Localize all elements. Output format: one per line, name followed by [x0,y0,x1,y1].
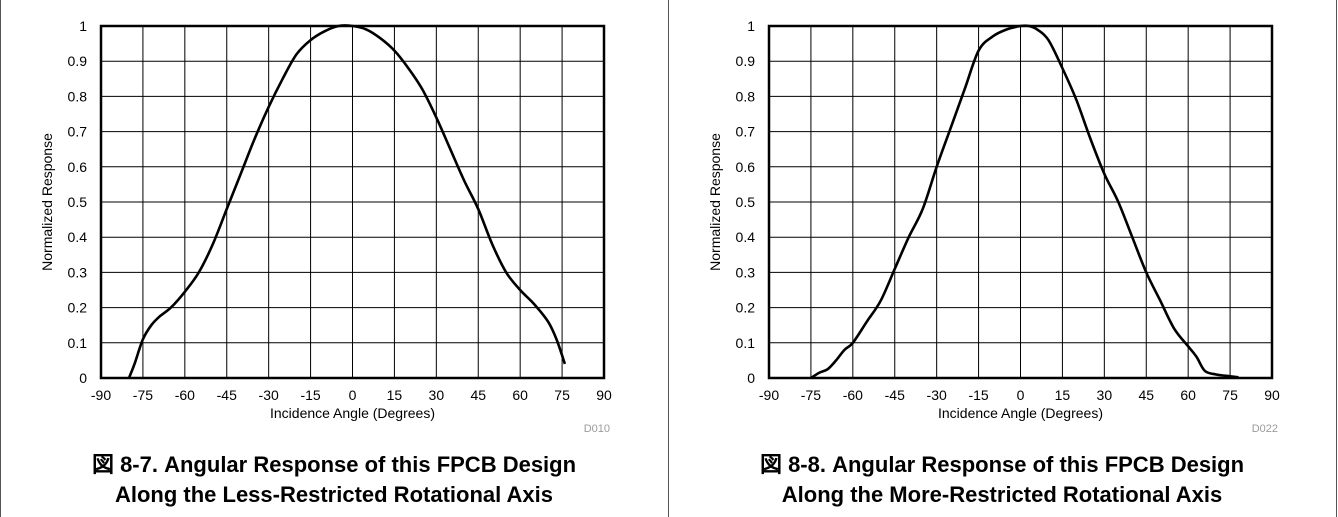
figure-code: D022 [1252,423,1278,435]
figure-panel-left: -90 -75 -60 -45 -30 -15 0 15 30 45 60 75 90 0 0.1 0.2 0.… [4,0,664,517]
figure-caption-left: 図 8-7. Angular Response of this FPCB Des… [4,450,664,510]
response-curve [810,24,1239,380]
x-tick-label: -60 [843,387,863,403]
x-tick-label: -30 [927,387,947,403]
x-tick-label: 30 [429,387,445,403]
x-tick-label: -90 [759,387,779,403]
y-tick-label: 0 [747,370,755,386]
x-tick-label: -75 [801,387,821,403]
x-tick-label: 75 [554,387,570,403]
y-tick-label: 0.3 [68,264,88,280]
caption-line-1: 図 8-8. Angular Response of this FPCB Des… [672,450,1332,480]
x-tick-label: -15 [300,387,320,403]
y-tick-label: 0.6 [68,159,88,175]
y-tick-label: 0.8 [68,88,88,104]
x-tick-label: -30 [259,387,279,403]
y-tick-label: 0.5 [68,194,88,210]
figure-caption-right: 図 8-8. Angular Response of this FPCB Des… [672,450,1332,510]
caption-line-2: Along the More-Restricted Rotational Axi… [781,482,1223,507]
y-tick-label: 0.1 [68,335,88,351]
y-tick-label: 0.1 [736,335,756,351]
x-tick-label: 15 [387,387,403,403]
figure-number: 図 8-8. [759,452,826,477]
x-axis-label: Incidence Angle (Degrees) [270,405,435,421]
caption-title: Angular Response of this FPCB Design [832,452,1245,477]
y-tick-label: 1 [79,18,87,34]
y-tick-label: 0.3 [736,264,756,280]
y-tick-label: 0.9 [68,53,88,69]
chart-left: -90 -75 -60 -45 -30 -15 0 15 30 45 60 75 90 0 0.1 0.2 0.… [39,18,612,435]
panel-divider [668,0,669,517]
x-tick-label: -45 [217,387,237,403]
page-right-border [1336,0,1337,517]
x-tick-label: -60 [175,387,195,403]
x-tick-label: 0 [349,387,357,403]
x-tick-label: 15 [1055,387,1071,403]
x-tick-label: -45 [885,387,905,403]
y-tick-label: 0.4 [68,229,88,245]
x-tick-label: 75 [1222,387,1238,403]
y-tick-label: 0.6 [736,159,756,175]
figure-number: 図 8-7. [91,452,158,477]
page-left-border [0,0,1,517]
y-tick-label: 0.5 [736,194,756,210]
x-tick-label: 90 [1264,387,1280,403]
x-tick-label: -75 [133,387,153,403]
y-tick-label: 0.2 [68,300,88,316]
y-tick-label: 1 [747,18,755,34]
x-tick-label: 60 [512,387,528,403]
caption-line-2: Along the Less-Restricted Rotational Axi… [114,482,554,507]
x-tick-label: 60 [1180,387,1196,403]
chart-right: -90 -75 -60 -45 -30 -15 0 15 30 45 60 75 90 0 0.1 0.2 0.… [707,18,1280,435]
y-tick-label: 0.7 [68,124,88,140]
x-tick-label: 45 [470,387,486,403]
y-tick-label: 0.9 [736,53,756,69]
y-axis-label: Normalized Response [707,133,723,271]
x-tick-label: -90 [91,387,111,403]
y-tick-label: 0.7 [736,124,756,140]
x-tick-label: 30 [1097,387,1113,403]
figure-code: D010 [584,423,610,435]
x-axis-label: Incidence Angle (Degrees) [938,405,1103,421]
y-tick-label: 0.2 [736,300,756,316]
caption-line-1: 図 8-7. Angular Response of this FPCB Des… [4,450,664,480]
figure-panel-right: -90 -75 -60 -45 -30 -15 0 15 30 45 60 75 90 0 0.1 0.2 0.… [672,0,1332,517]
y-tick-label: 0.4 [736,229,756,245]
x-tick-label: -15 [968,387,988,403]
y-axis-label: Normalized Response [39,133,55,271]
x-tick-label: 0 [1017,387,1025,403]
response-curve [127,24,567,379]
x-tick-label: 90 [596,387,612,403]
x-tick-label: 45 [1138,387,1154,403]
y-tick-label: 0 [79,370,87,386]
y-tick-label: 0.8 [736,88,756,104]
caption-title: Angular Response of this FPCB Design [164,452,577,477]
